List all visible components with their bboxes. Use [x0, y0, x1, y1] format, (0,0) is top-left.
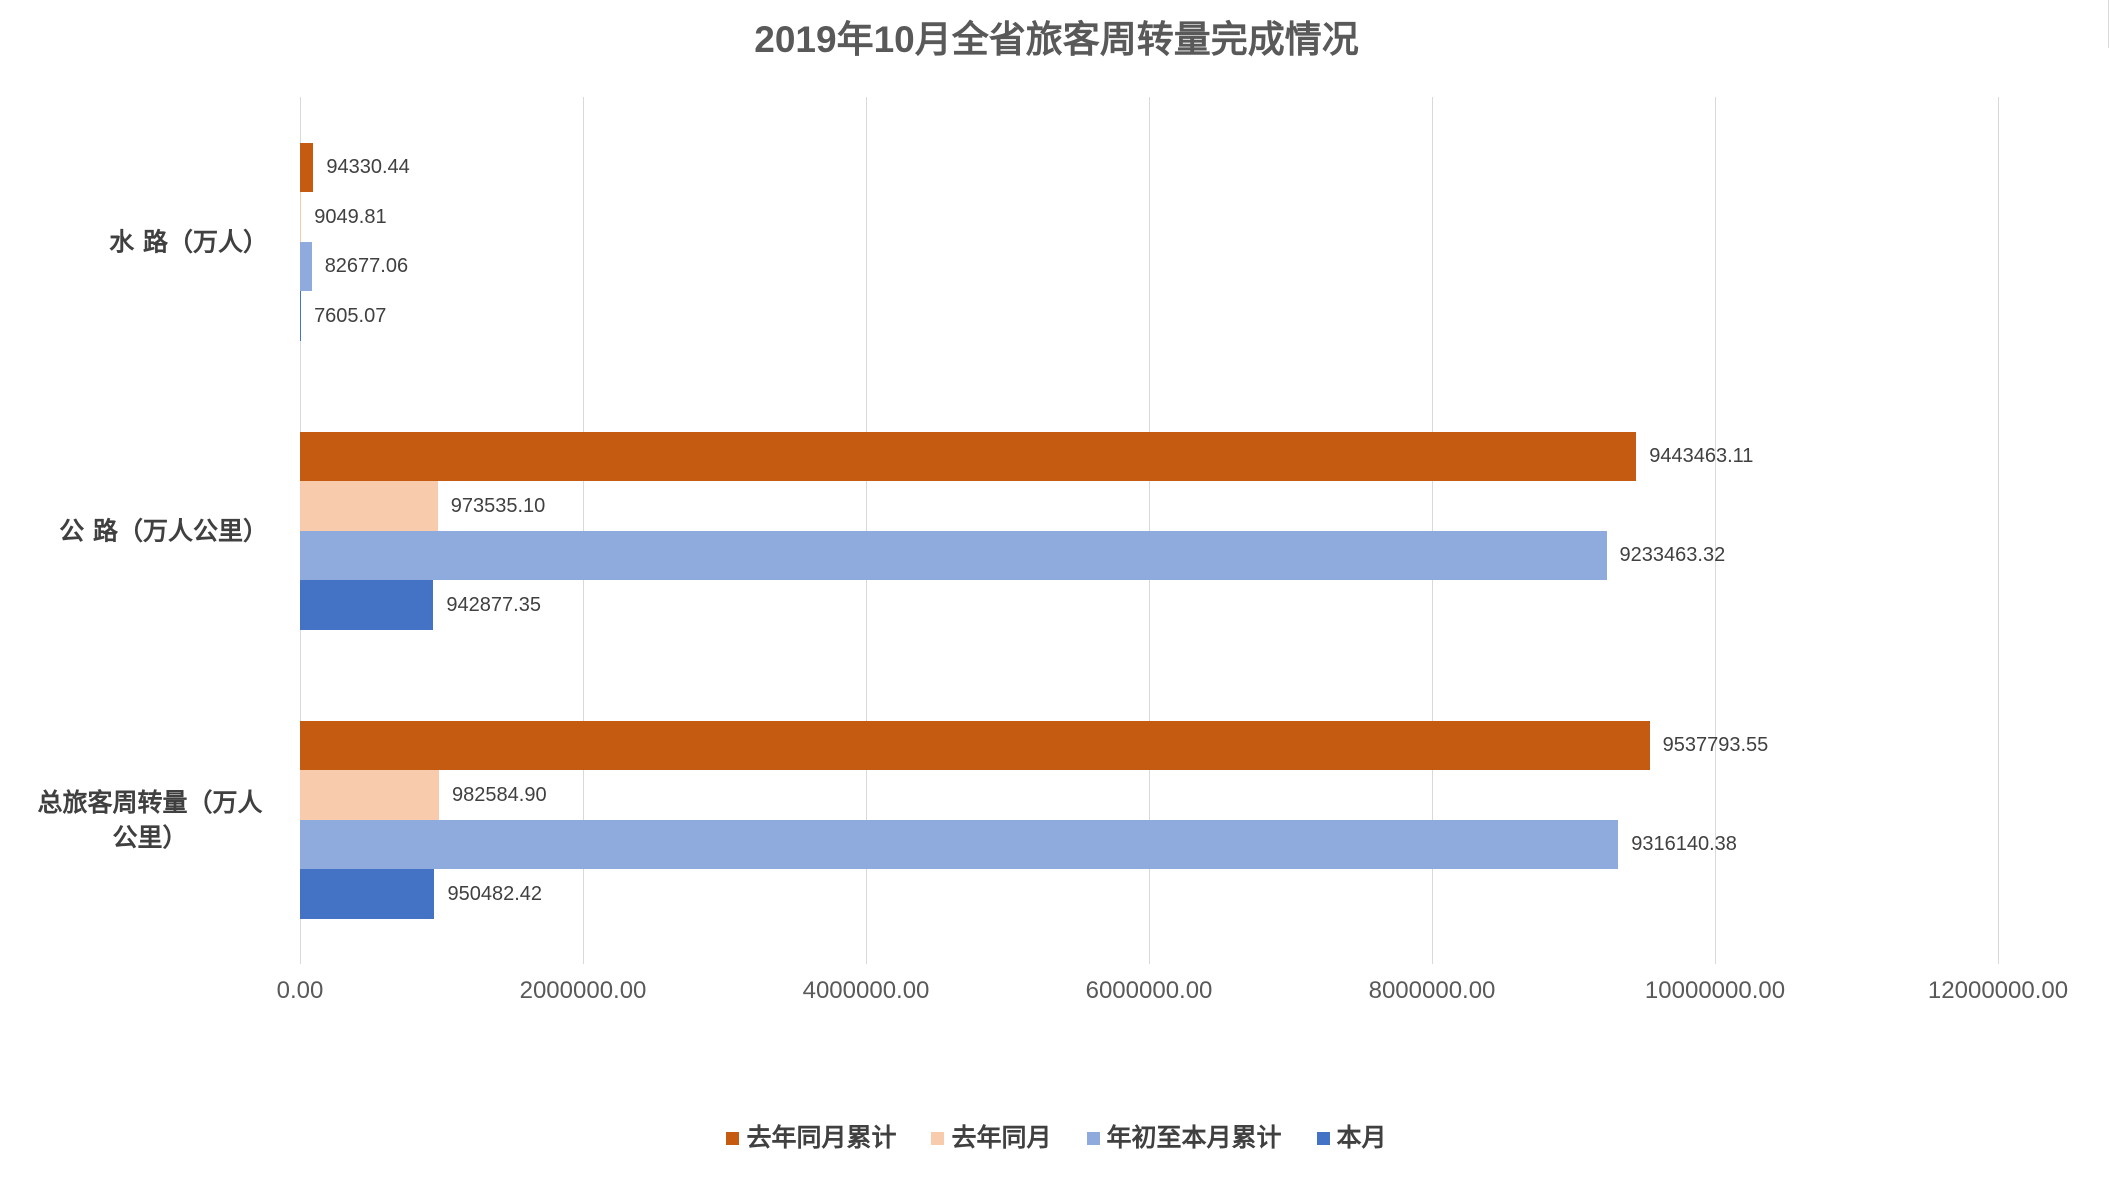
legend-marker — [1316, 1131, 1330, 1145]
data-label: 82677.06 — [324, 255, 409, 278]
data-label: 9443463.11 — [1649, 445, 1754, 468]
bar — [300, 481, 438, 531]
x-tick-label: 8000000.00 — [1368, 977, 1496, 1004]
chart-title: 2019年10月全省旅客周转量完成情况 — [754, 19, 1359, 60]
x-tick-label: 2000000.00 — [519, 977, 647, 1004]
data-label: 982584.90 — [452, 783, 547, 806]
data-label: 9233463.32 — [1619, 544, 1726, 567]
x-tick-label: 0.00 — [276, 977, 324, 1004]
x-tick-label: 4000000.00 — [802, 977, 930, 1004]
legend-marker — [1086, 1131, 1100, 1145]
x-tick-label: 12000000.00 — [1927, 977, 2069, 1004]
legend-label: 去年同月累计 — [746, 1123, 897, 1152]
legend-item: 年初至本月累计 — [1086, 1123, 1282, 1153]
data-label: 9049.81 — [314, 205, 387, 228]
bar — [300, 530, 1607, 580]
legend: 去年同月累计 去年同月 年初至本月累计 本月 — [0, 1119, 2113, 1157]
data-label: 942877.35 — [446, 593, 541, 616]
x-tick-label: 6000000.00 — [1085, 977, 1213, 1004]
data-label: 9537793.55 — [1662, 734, 1769, 757]
category-label: 总旅客周转量（万人公里） — [37, 787, 263, 852]
category-label: 水 路（万人） — [109, 227, 268, 256]
legend-marker — [726, 1131, 740, 1145]
bar — [300, 819, 1619, 869]
legend-label: 年初至本月累计 — [1106, 1123, 1282, 1152]
x-gridline — [1715, 97, 1716, 964]
legend-item: 去年同月 — [931, 1123, 1052, 1153]
bar — [300, 192, 302, 242]
chart-border-edge — [2108, 0, 2109, 48]
data-label: 94330.44 — [326, 156, 410, 179]
bar — [300, 291, 302, 341]
category-label: 公 路（万人公里） — [59, 516, 268, 545]
data-label: 973535.10 — [450, 494, 546, 517]
data-label: 7605.07 — [314, 304, 387, 327]
bar — [300, 580, 434, 630]
legend-label: 去年同月 — [951, 1123, 1052, 1152]
legend-item: 本月 — [1316, 1123, 1387, 1153]
bar — [300, 142, 314, 192]
bar — [300, 241, 312, 291]
legend-label: 本月 — [1336, 1123, 1387, 1152]
bar — [300, 869, 435, 919]
data-label: 9316140.38 — [1631, 833, 1737, 856]
bar — [300, 770, 440, 820]
x-gridline — [1998, 97, 1999, 964]
data-label: 950482.42 — [447, 882, 543, 905]
legend-item: 去年同月累计 — [726, 1123, 896, 1153]
legend-marker — [931, 1131, 945, 1145]
bar — [300, 431, 1637, 481]
x-tick-label: 10000000.00 — [1644, 977, 1786, 1004]
bar — [300, 720, 1650, 770]
